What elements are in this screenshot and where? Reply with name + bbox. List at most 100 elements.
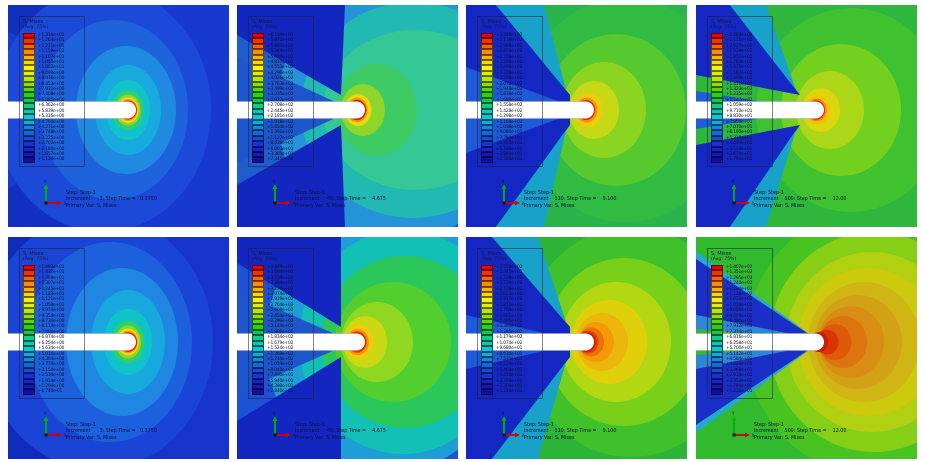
legend-row: +3.499e+02 bbox=[252, 87, 311, 93]
contour-legend: S, Mises (Avg: 75%) +6.134e+02 +5.871e+02 +5… bbox=[248, 16, 314, 167]
legend-value: +1.601e+02 bbox=[496, 313, 523, 319]
legend-value: +1.214e+02 bbox=[267, 356, 294, 362]
x-axis-label: X bbox=[293, 433, 296, 439]
x-axis-label: X bbox=[752, 201, 755, 207]
legend-value: +1.179e+02 bbox=[496, 335, 523, 341]
legend-value: +2.702e+00 bbox=[38, 141, 65, 147]
legend-row: +5.310e+01 bbox=[711, 135, 770, 142]
legend-value: +4.390e+01 bbox=[267, 383, 294, 389]
legend-row: +1.128e+02 bbox=[711, 292, 770, 298]
legend-row: +1.245e+01 bbox=[23, 286, 82, 293]
legend-row: +3.154e+00 bbox=[23, 367, 82, 374]
increment-label: Increment 45: Step Time = 4.675 bbox=[295, 429, 386, 435]
y-axis-arrowhead-icon bbox=[731, 184, 737, 189]
legend-value: +6.254e+00 bbox=[38, 340, 65, 346]
legend-value: +3.350e+01 bbox=[496, 378, 523, 384]
legend-color-swatch bbox=[711, 114, 723, 120]
legend-color-swatch bbox=[711, 329, 723, 336]
legend-value: +1.654e+02 bbox=[267, 124, 294, 130]
legend-color-swatch bbox=[711, 119, 723, 125]
legend-color-swatch bbox=[23, 367, 35, 374]
panel-7: S, Mises (Avg: 75%) +2.550e+02 +2.445e+02 +2… bbox=[466, 237, 687, 459]
legend-color-swatch bbox=[711, 335, 723, 341]
step-label: Step: Step-1 bbox=[524, 423, 554, 428]
legend-row: +7.932e+01 bbox=[711, 324, 770, 330]
legend-color-swatch bbox=[481, 81, 493, 88]
legend-row: +6.520e+01 bbox=[481, 362, 540, 368]
legend-value: +2.027e+02 bbox=[726, 43, 753, 49]
legend-color-swatch bbox=[481, 65, 493, 71]
primary-var-label: Primary Var: S, Mises bbox=[754, 203, 805, 209]
legend-color-swatch bbox=[481, 335, 493, 341]
crack-notch bbox=[696, 333, 816, 351]
legend-row: +2.208e+02 bbox=[481, 76, 540, 82]
legend-value: +6.480e+01 bbox=[496, 141, 523, 147]
legend-row: +1.147e+02 bbox=[711, 97, 770, 104]
legend-row: +1.790e+01 bbox=[711, 157, 770, 163]
legend-row: +4.410e+01 bbox=[481, 373, 540, 379]
legend-color-swatch bbox=[481, 367, 493, 374]
legend-value: +1.939e+02 bbox=[726, 49, 753, 55]
legend-value: +1.688e+02 bbox=[496, 97, 523, 103]
legend-row: +3.539e+02 bbox=[252, 275, 311, 282]
legend-value: +1.295e+02 bbox=[726, 275, 753, 281]
stress-wedge bbox=[237, 357, 341, 459]
legend-row: +9.048e+01 bbox=[711, 313, 770, 320]
legend-row: +1.558e+02 bbox=[481, 103, 540, 109]
primary-var-label: Primary Var: S, Mises bbox=[66, 435, 117, 441]
stress-wedge bbox=[237, 125, 345, 227]
axis-triad-icon: YX bbox=[272, 179, 296, 207]
legend-value: +1.679e+02 bbox=[267, 340, 294, 346]
legend-color-swatch bbox=[481, 265, 493, 271]
stress-contour-plot bbox=[696, 237, 917, 459]
legend-color-swatch bbox=[252, 275, 264, 282]
legend-row: +2.023e+02 bbox=[481, 292, 540, 298]
legend-color-swatch bbox=[23, 38, 35, 44]
legend-value: +6.258e+01 bbox=[726, 340, 753, 346]
legend-row: +2.840e+01 bbox=[252, 389, 311, 395]
legend-color-swatch bbox=[23, 108, 35, 115]
legend-color-swatch bbox=[711, 292, 723, 298]
legend-row: +2.858e+02 bbox=[481, 49, 540, 55]
legend-row: +9.710e+01 bbox=[711, 108, 770, 115]
legend-row: +4.817e+02 bbox=[252, 60, 311, 66]
legend-row: +1.917e+02 bbox=[481, 297, 540, 303]
legend-value: +2.078e+02 bbox=[496, 81, 523, 87]
legend-value: +8.734e+00 bbox=[38, 319, 65, 325]
legend-value: +2.580e+01 bbox=[496, 157, 523, 163]
legend-row: +1.038e+02 bbox=[481, 124, 540, 131]
legend-title: S, Mises bbox=[711, 19, 732, 25]
legend-value: +1.147e+02 bbox=[726, 97, 753, 103]
legend-row: +1.679e+02 bbox=[252, 340, 311, 347]
legend-value: +6.362e+00 bbox=[38, 103, 65, 109]
legend-color-swatch bbox=[711, 324, 723, 330]
legend-row: +6.480e+01 bbox=[481, 141, 540, 147]
legend-row: +6.816e+01 bbox=[711, 335, 770, 341]
legend-color-swatch bbox=[711, 313, 723, 320]
legend-row: +1.298e+02 bbox=[481, 114, 540, 120]
legend-row: +1.168e+02 bbox=[481, 119, 540, 125]
legend-value: +3.763e+02 bbox=[267, 81, 294, 87]
legend-row: +1.428e+02 bbox=[481, 108, 540, 115]
viewport-annotation: Step: Step-1 Increment 45: Step Time = 4.… bbox=[295, 191, 386, 210]
legend-row: +2.300e+01 bbox=[481, 383, 540, 390]
legend-row: +1.059e+01 bbox=[23, 302, 82, 309]
legend-row: +3.550e+01 bbox=[711, 146, 770, 152]
legend-row: +1.264e+01 bbox=[23, 38, 82, 44]
legend-value: +5.180e+01 bbox=[496, 146, 523, 152]
legend-value: +1.794e+01 bbox=[726, 383, 753, 389]
legend-row: +1.134e+00 bbox=[23, 157, 82, 163]
legend-color-swatch bbox=[23, 319, 35, 325]
legend-avg-label: (Avg: 75%) bbox=[711, 257, 737, 262]
legend-value: +1.298e+02 bbox=[496, 114, 523, 120]
legend-row: +1.407e+02 bbox=[711, 265, 770, 271]
legend-row: +4.390e+01 bbox=[252, 383, 311, 390]
legend-row: +1.587e+02 bbox=[711, 70, 770, 77]
legend-row: +5.142e+01 bbox=[711, 351, 770, 357]
legend-color-swatch bbox=[23, 281, 35, 287]
legend-row: +2.972e+02 bbox=[252, 97, 311, 104]
legend-value: +1.390e+02 bbox=[496, 324, 523, 330]
legend-title: S, Mises bbox=[252, 19, 273, 25]
triad-origin-dot bbox=[44, 201, 48, 205]
legend-row: +5.634e+00 bbox=[23, 346, 82, 352]
